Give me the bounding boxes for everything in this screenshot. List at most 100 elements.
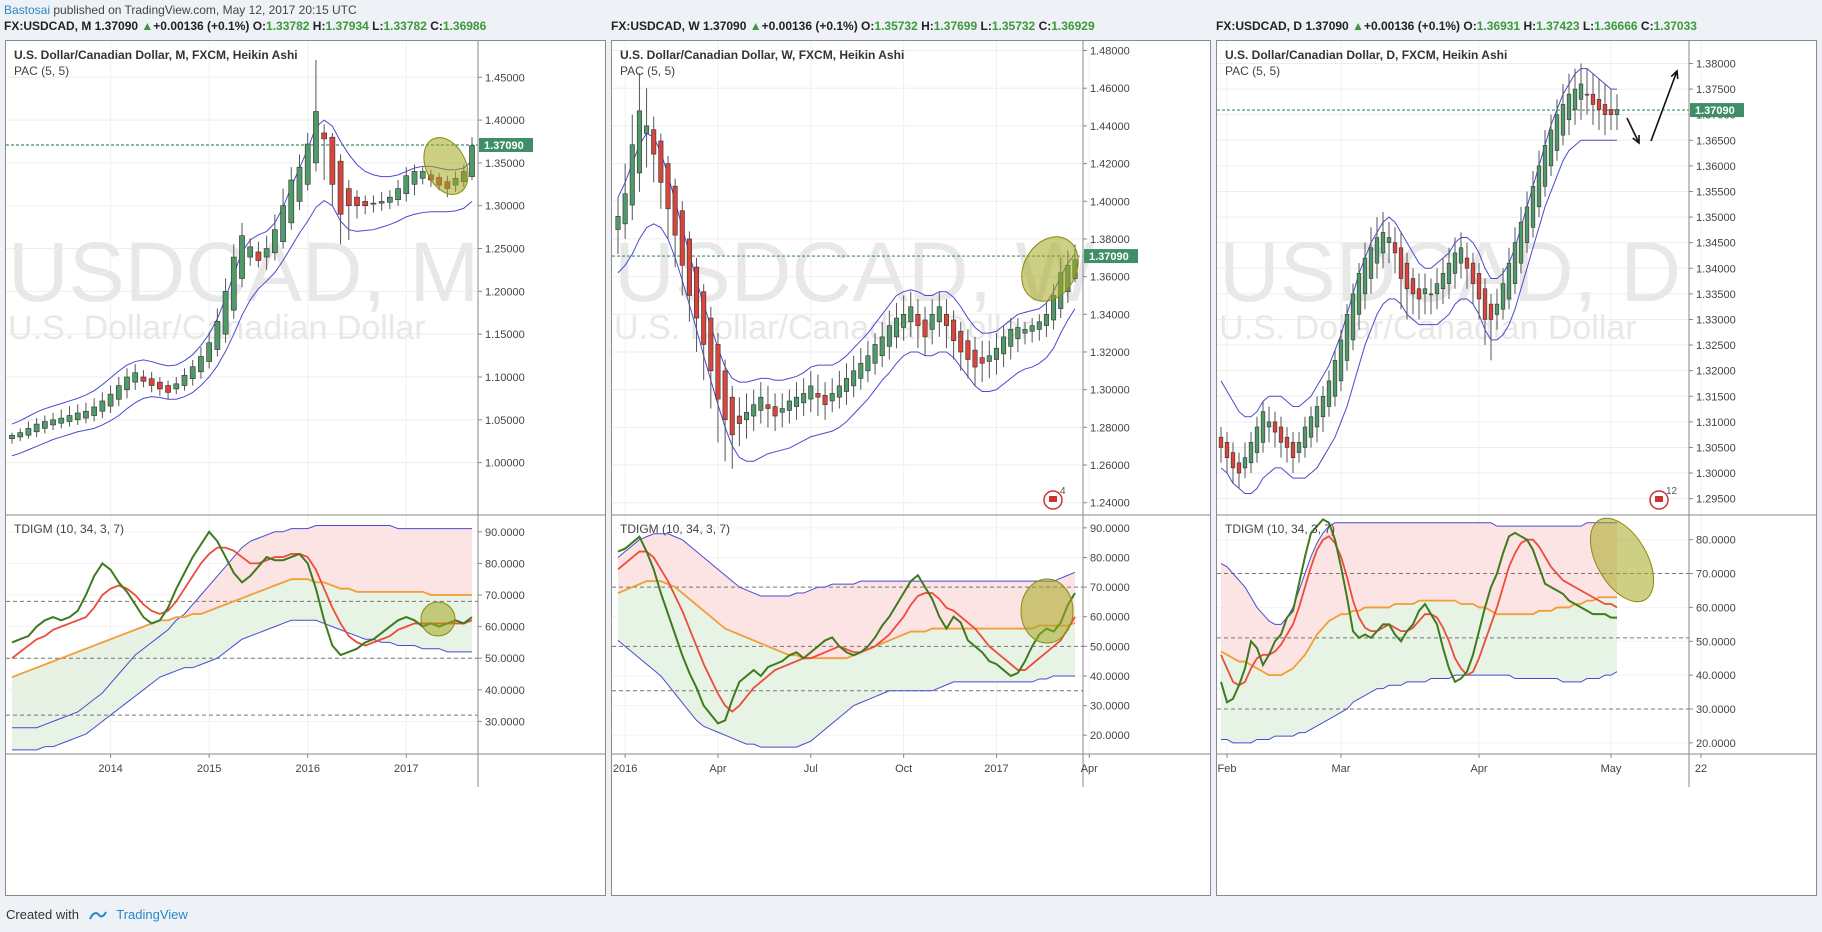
- candle-body: [1506, 262, 1512, 300]
- candle-body: [1584, 93, 1590, 96]
- tdi-mid-line: [11, 578, 472, 678]
- high-value: 1.37934: [325, 19, 369, 33]
- candle-body: [843, 378, 850, 392]
- candle-body: [329, 136, 336, 185]
- candle-body: [1608, 109, 1614, 115]
- tdi-rsi-line: [617, 535, 1076, 725]
- price-tick-label: 1.34500: [1696, 238, 1736, 250]
- candle-body: [1236, 462, 1242, 474]
- candle-body: [50, 419, 56, 426]
- chart-pane-daily[interactable]: USDCAD, DU.S. Dollar/Canadian Dollar1.29…: [1216, 40, 1817, 896]
- candle-body: [321, 132, 327, 140]
- candle-body: [411, 171, 418, 185]
- candle-body: [247, 246, 254, 258]
- pane-header-m: FX:USDCAD, M 1.37090 ▲+0.00136 (+0.1%) O…: [4, 19, 487, 33]
- candle-body: [936, 306, 942, 323]
- highlight-ellipse: [1021, 236, 1079, 302]
- candle-body: [1392, 242, 1398, 254]
- candle-body: [1015, 327, 1021, 340]
- change-up-icon: ▲: [141, 19, 154, 33]
- candle-body: [91, 406, 97, 416]
- chart-svg: USDCAD, WU.S. Dollar/Canadian Dollar1.24…: [612, 41, 1210, 787]
- candle-body: [230, 256, 237, 311]
- candle-body: [140, 376, 147, 382]
- price-tag-label: 1.37090: [1089, 251, 1129, 263]
- candle-body: [25, 428, 32, 436]
- candle-body: [1542, 145, 1548, 187]
- tdi-upper-line: [12, 524, 472, 729]
- candle-body: [1440, 273, 1446, 290]
- candle-body: [1428, 293, 1434, 296]
- pac-lower-line: [1220, 139, 1617, 495]
- chart-pane-weekly[interactable]: USDCAD, W U.S. Dollar/Canadian Dollar 1.24…: [611, 40, 1211, 896]
- price-tick-label: 1.44000: [1090, 121, 1130, 133]
- symbol-label: FX:USDCAD, W: [611, 19, 700, 33]
- candle-body: [1488, 303, 1494, 320]
- candle-body: [686, 238, 692, 296]
- open-value: 1.35732: [874, 19, 918, 33]
- candle-body: [148, 378, 155, 386]
- candle-body: [1374, 237, 1380, 264]
- candle-body: [751, 404, 757, 417]
- pane-header-d: FX:USDCAD, D 1.37090 ▲+0.00136 (+0.1%) O…: [1216, 19, 1697, 33]
- last-price: 1.37090: [94, 19, 139, 33]
- candle-body: [1290, 442, 1296, 458]
- high-value: 1.37699: [933, 19, 978, 33]
- tdi-signal-line: [617, 550, 1076, 713]
- last-price: 1.37090: [703, 19, 747, 33]
- candle-body: [815, 393, 821, 398]
- price-tick-label: 1.26000: [1090, 460, 1130, 472]
- projection-arrow: [1650, 70, 1678, 142]
- candle-body: [1524, 206, 1530, 243]
- time-tick-label: May: [1601, 763, 1622, 775]
- price-tick-label: 1.32500: [1696, 340, 1736, 352]
- candle-body: [922, 319, 928, 338]
- candle-body: [362, 201, 369, 207]
- price-tick-label: 1.00000: [485, 458, 525, 470]
- candle-body: [644, 125, 650, 134]
- candle-body: [66, 415, 73, 422]
- candle-body: [715, 344, 721, 400]
- price-tick-label: 1.34000: [1696, 263, 1736, 275]
- candle-body: [736, 415, 742, 424]
- chart-pane-monthly[interactable]: USDCAD, M U.S. Dollar/Canadian Dollar 1.00…: [5, 40, 606, 896]
- price-change: +0.00136 (+0.1%): [153, 19, 250, 33]
- tradingview-link[interactable]: TradingView: [116, 907, 188, 922]
- candle-body: [222, 291, 229, 335]
- time-tick-label: 2014: [98, 763, 122, 775]
- candle-body: [979, 357, 985, 364]
- candle-body: [951, 319, 957, 341]
- candle-body: [1446, 262, 1452, 284]
- candle-body: [469, 145, 475, 177]
- candle-body: [879, 336, 885, 357]
- low-value: 1.33782: [383, 19, 427, 33]
- candle-body: [1350, 293, 1356, 341]
- study-label: PAC (5, 5): [620, 64, 675, 78]
- time-tick-label: 2016: [613, 763, 637, 775]
- tdi-upper-band: [12, 525, 472, 728]
- candle-body: [1464, 257, 1470, 269]
- tdi-lower-line: [617, 640, 1075, 748]
- candle-body: [794, 396, 800, 407]
- candle-body: [915, 313, 921, 326]
- tradingview-logo-icon: [88, 911, 107, 920]
- candle-body: [901, 313, 907, 328]
- candle-body: [1434, 283, 1440, 295]
- candle-body: [1368, 247, 1374, 279]
- candle-body: [622, 193, 628, 225]
- price-tick-label: 1.30000: [485, 201, 525, 213]
- time-tick-label: 2017: [984, 763, 1008, 775]
- price-tick-label: 1.36000: [1090, 272, 1130, 284]
- price-tag: [1690, 103, 1744, 118]
- candle-body: [1410, 278, 1416, 295]
- gridlines: [6, 41, 478, 753]
- candle-body: [993, 347, 999, 360]
- candle-body: [387, 196, 393, 203]
- author-link[interactable]: Bastosai: [4, 3, 51, 17]
- tdi-tick-label: 20.0000: [1696, 738, 1736, 750]
- candle-body: [1554, 114, 1560, 151]
- close-value: 1.36929: [1051, 19, 1095, 33]
- price-tick-label: 1.46000: [1090, 83, 1130, 95]
- candle-body: [1001, 336, 1007, 355]
- events-count: 12: [1666, 486, 1678, 497]
